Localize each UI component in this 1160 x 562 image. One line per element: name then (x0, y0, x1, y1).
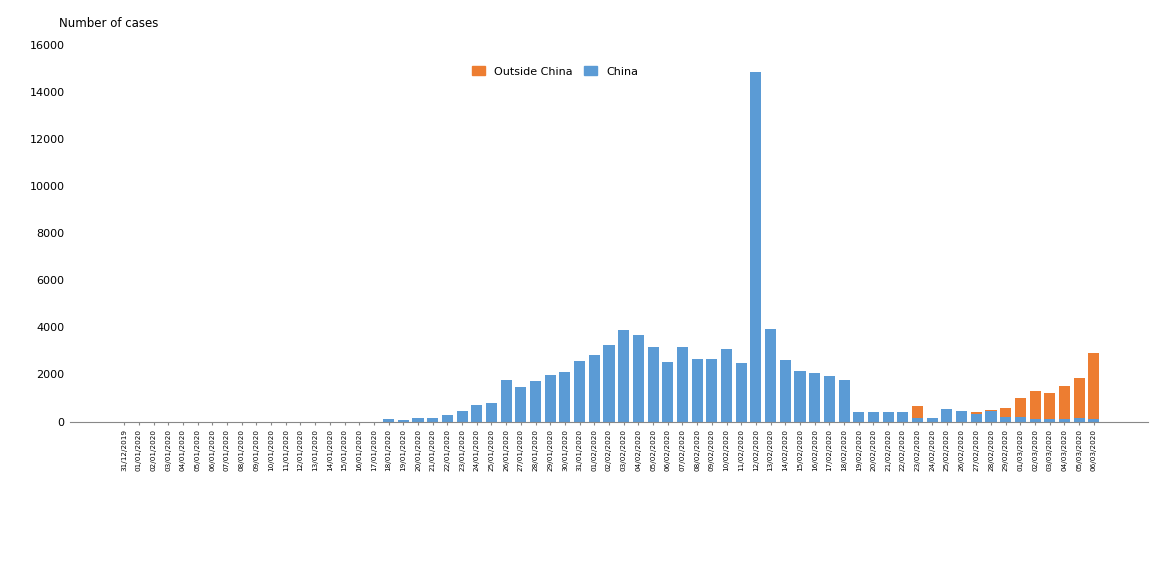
Bar (824, 376, 835, 422)
Bar (927, 418, 937, 422)
Bar (427, 419, 438, 422)
Bar (383, 419, 394, 422)
Text: Number of cases: Number of cases (59, 17, 158, 30)
Bar (574, 361, 585, 422)
Bar (1000, 416, 1012, 422)
Bar (883, 412, 893, 422)
Bar (795, 371, 805, 422)
Bar (471, 405, 483, 422)
Bar (1044, 419, 1056, 422)
Bar (868, 412, 879, 422)
Bar (545, 375, 556, 422)
Bar (854, 413, 864, 422)
Bar (1059, 386, 1070, 419)
Bar (942, 409, 952, 422)
Bar (457, 411, 467, 422)
Bar (559, 372, 571, 422)
Bar (839, 380, 849, 422)
Bar (898, 412, 908, 422)
Bar (633, 334, 644, 422)
Bar (1088, 419, 1100, 422)
Bar (912, 418, 923, 422)
Bar (986, 410, 996, 411)
Bar (1074, 378, 1085, 418)
Bar (912, 406, 923, 418)
Bar (780, 360, 791, 422)
Bar (515, 387, 527, 422)
Bar (618, 330, 629, 422)
Bar (766, 329, 776, 422)
Bar (691, 359, 703, 422)
Bar (398, 420, 408, 422)
Legend: Outside China, China: Outside China, China (467, 62, 643, 81)
Bar (1088, 353, 1100, 419)
Bar (1044, 393, 1056, 419)
Bar (677, 347, 688, 422)
Bar (971, 414, 981, 422)
Bar (442, 415, 452, 422)
Bar (1059, 419, 1070, 422)
Bar (1030, 419, 1041, 422)
Bar (956, 411, 967, 422)
Bar (1074, 418, 1085, 422)
Bar (1000, 408, 1012, 416)
Bar (1015, 416, 1025, 422)
Bar (735, 363, 747, 422)
Bar (722, 350, 732, 422)
Bar (501, 380, 512, 422)
Bar (486, 404, 496, 422)
Bar (971, 412, 981, 414)
Bar (986, 411, 996, 422)
Bar (647, 347, 659, 422)
Bar (810, 373, 820, 422)
Bar (603, 346, 615, 422)
Bar (1030, 391, 1041, 419)
Bar (1015, 398, 1025, 416)
Bar (662, 362, 673, 422)
Bar (751, 72, 761, 422)
Bar (706, 359, 717, 422)
Bar (413, 418, 423, 422)
Bar (530, 380, 541, 422)
Bar (589, 355, 600, 422)
